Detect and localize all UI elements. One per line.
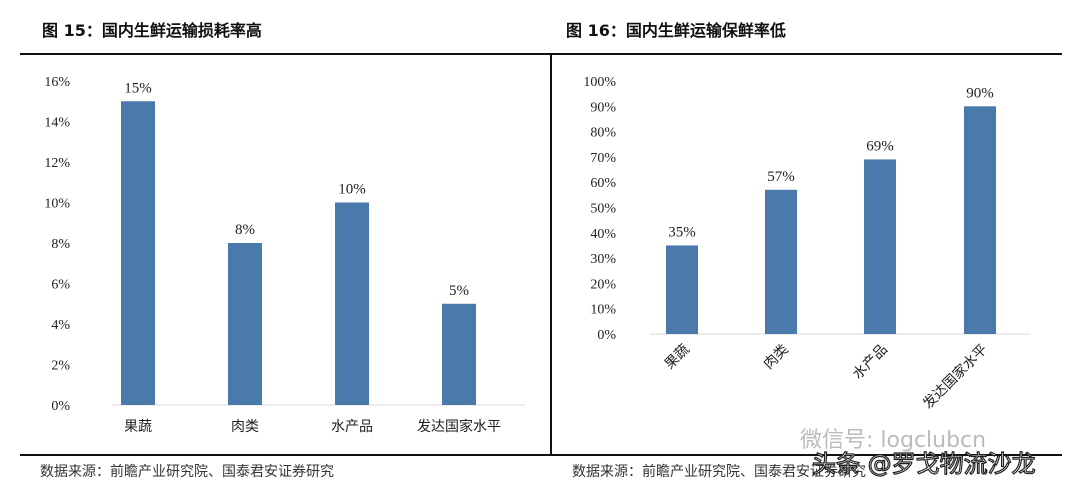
y-tick-label: 10%: [590, 303, 616, 318]
chart2-source: 数据来源：前瞻产业研究院、国泰君安证券研究: [572, 463, 866, 480]
bar: [864, 159, 896, 334]
bar: [228, 243, 262, 405]
data-label: 8%: [235, 222, 255, 238]
data-label: 57%: [767, 169, 795, 185]
watermark-wechat: 微信号: logclubcn: [800, 428, 986, 453]
bar: [964, 106, 996, 334]
y-tick-label: 20%: [590, 277, 616, 292]
x-category-label: 水产品: [850, 342, 891, 383]
x-category-label: 肉类: [231, 419, 259, 435]
y-tick-label: 90%: [590, 100, 616, 115]
x-category-label: 肉类: [761, 342, 792, 373]
y-tick-label: 30%: [590, 252, 616, 267]
x-category-label: 果蔬: [662, 342, 693, 373]
y-tick-label: 8%: [51, 237, 70, 252]
x-category-label: 发达国家水平: [919, 341, 990, 412]
y-tick-label: 6%: [51, 278, 70, 293]
chart1-source: 数据来源：前瞻产业研究院、国泰君安证券研究: [40, 463, 334, 480]
chart1-title: 图 15：国内生鲜运输损耗率高: [42, 21, 262, 40]
chart2-title: 图 16：国内生鲜运输保鲜率低: [566, 21, 786, 40]
y-tick-label: 60%: [590, 176, 616, 191]
bar: [442, 303, 476, 405]
y-tick-label: 14%: [44, 116, 70, 131]
x-category-label: 果蔬: [124, 419, 152, 435]
bar: [765, 189, 797, 334]
data-label: 15%: [124, 80, 152, 96]
data-label: 35%: [668, 224, 696, 240]
chart1: 0% 2% 4% 6% 8% 10% 12% 14% 16% 15% 果蔬 8% 肉类 10% 水产品 5% 发…: [44, 75, 525, 435]
y-tick-label: 2%: [51, 359, 70, 374]
data-label: 69%: [866, 138, 894, 154]
y-tick-label: 50%: [590, 202, 616, 217]
data-label: 5%: [449, 283, 469, 299]
y-tick-label: 80%: [590, 126, 616, 141]
bar: [121, 101, 155, 405]
y-tick-label: 0%: [597, 328, 616, 343]
bar: [666, 245, 698, 334]
y-tick-label: 0%: [51, 399, 70, 414]
y-tick-label: 70%: [590, 151, 616, 166]
x-category-label: 水产品: [331, 419, 373, 435]
y-tick-label: 4%: [51, 318, 70, 333]
y-tick-label: 40%: [590, 227, 616, 242]
y-tick-label: 16%: [44, 75, 70, 90]
y-tick-label: 100%: [583, 75, 616, 90]
y-tick-label: 12%: [44, 156, 70, 171]
bar: [335, 202, 369, 405]
data-label: 90%: [966, 85, 994, 101]
watermark-toutiao: 头条 @罗戈物流沙龙: [812, 450, 1036, 478]
y-tick-label: 10%: [44, 197, 70, 212]
chart2: 0% 10% 20% 30% 40% 50% 60% 70% 80% 90% 100% 35% 果蔬 57…: [583, 75, 1030, 412]
data-label: 10%: [338, 182, 366, 198]
x-category-label: 发达国家水平: [417, 418, 501, 435]
